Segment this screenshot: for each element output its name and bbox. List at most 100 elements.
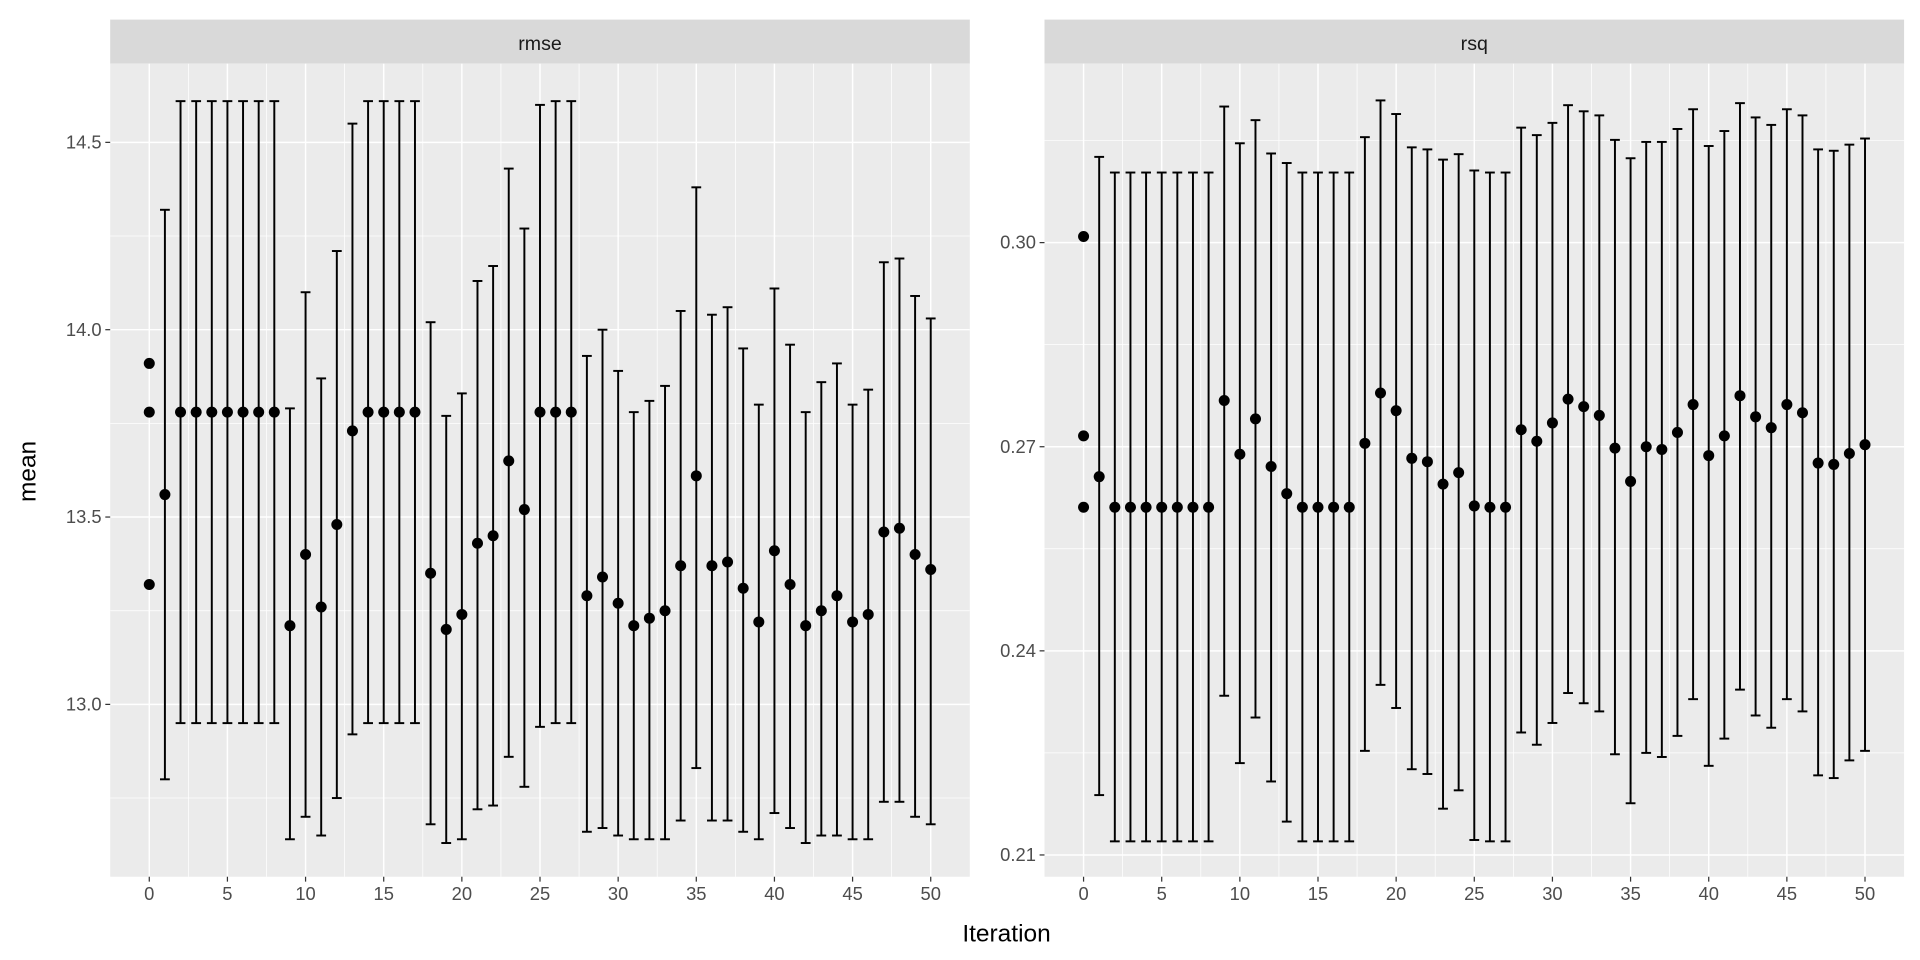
facet-title: rmse xyxy=(518,33,562,55)
data-point xyxy=(1234,448,1246,460)
data-point xyxy=(206,406,218,418)
x-tick-label: 20 xyxy=(452,883,472,904)
x-tick-label: 50 xyxy=(1855,883,1875,904)
data-point xyxy=(425,567,437,579)
data-point xyxy=(643,612,655,624)
x-tick-label: 10 xyxy=(295,883,315,904)
data-point xyxy=(393,406,405,418)
data-point xyxy=(1765,422,1777,434)
data-point xyxy=(1578,401,1590,413)
data-point xyxy=(1859,439,1871,451)
data-point xyxy=(1406,452,1418,464)
x-tick-label: 15 xyxy=(1308,883,1328,904)
facet-strip xyxy=(1044,19,1905,64)
data-point xyxy=(1203,501,1215,513)
data-point xyxy=(1609,442,1621,454)
data-point xyxy=(1078,430,1090,442)
data-point xyxy=(878,526,890,538)
x-tick-label: 0 xyxy=(144,883,154,904)
data-point xyxy=(1625,475,1637,487)
panel-rsq: rsq 0.21 0.24 0.27 0.30 0 5 10 15 20 25 30 35 40 45 50 xyxy=(1000,19,1905,904)
data-point xyxy=(175,406,187,418)
data-point xyxy=(1359,437,1371,449)
data-point xyxy=(1078,230,1090,243)
data-point xyxy=(550,406,562,418)
data-point xyxy=(1703,450,1715,462)
data-point xyxy=(1500,501,1512,513)
y-tick-label: 0.24 xyxy=(1000,640,1036,661)
data-point xyxy=(1249,413,1261,425)
data-point xyxy=(1312,501,1324,513)
data-point xyxy=(331,519,343,531)
data-point xyxy=(1218,394,1230,406)
data-point xyxy=(1484,501,1496,513)
data-point xyxy=(1796,407,1809,419)
data-point xyxy=(1421,456,1433,468)
data-point xyxy=(1640,441,1652,453)
data-point xyxy=(737,582,749,594)
x-tick-label: 5 xyxy=(1157,883,1167,904)
data-point xyxy=(628,620,640,632)
data-point xyxy=(143,406,155,418)
data-point xyxy=(284,620,296,632)
data-point xyxy=(346,425,358,437)
data-point xyxy=(440,623,452,635)
data-point xyxy=(253,406,265,418)
x-tick-label: 50 xyxy=(921,883,941,904)
data-point xyxy=(612,597,624,609)
data-point xyxy=(893,522,905,534)
y-tick-label: 13.0 xyxy=(66,694,102,715)
data-point xyxy=(143,357,155,369)
data-point xyxy=(456,608,468,620)
data-point xyxy=(925,563,937,576)
data-point xyxy=(503,455,515,467)
data-point xyxy=(1812,457,1824,469)
data-point xyxy=(597,571,609,583)
y-tick-label: 0.27 xyxy=(1000,436,1036,457)
data-point xyxy=(847,616,859,628)
data-point xyxy=(1843,448,1855,460)
data-point xyxy=(722,556,734,568)
panel-rmse: rmse 13.0 13.5 14.0 14.5 0 5 10 15 20 25 30 35 40 45 50 xyxy=(66,19,970,904)
x-tick-label: 0 xyxy=(1078,883,1088,904)
data-point xyxy=(1375,387,1387,399)
data-point xyxy=(1078,501,1090,513)
data-point xyxy=(300,548,312,561)
x-tick-label: 5 xyxy=(222,883,232,904)
data-point xyxy=(378,406,390,418)
data-point xyxy=(143,578,155,590)
data-point xyxy=(909,548,921,561)
data-point xyxy=(159,489,171,501)
data-point xyxy=(1671,426,1683,438)
data-point xyxy=(1171,501,1183,513)
x-tick-label: 30 xyxy=(608,883,628,904)
data-point xyxy=(1750,411,1762,423)
data-point xyxy=(1281,488,1293,500)
x-axis-label: Iteration xyxy=(962,921,1050,948)
x-tick-label: 20 xyxy=(1386,883,1406,904)
data-point xyxy=(1828,458,1840,470)
x-tick-label: 35 xyxy=(686,883,706,904)
data-point xyxy=(221,406,233,418)
x-tick-label: 30 xyxy=(1542,883,1562,904)
data-point xyxy=(1734,390,1746,402)
data-point xyxy=(675,560,687,572)
data-point xyxy=(659,605,671,617)
data-point xyxy=(268,406,280,418)
data-point xyxy=(800,620,812,632)
data-point xyxy=(1187,501,1199,513)
x-tick-label: 25 xyxy=(530,883,550,904)
data-point xyxy=(1265,460,1277,472)
data-point xyxy=(1453,467,1465,479)
y-tick-label: 14.0 xyxy=(66,319,102,340)
data-point xyxy=(1515,424,1527,436)
data-point xyxy=(831,590,843,602)
data-point xyxy=(1437,478,1449,490)
x-tick-label: 40 xyxy=(764,883,784,904)
data-point xyxy=(784,578,796,590)
data-point xyxy=(1296,501,1308,513)
data-point xyxy=(1546,417,1558,429)
data-point xyxy=(1140,501,1152,513)
x-tick-label: 15 xyxy=(373,883,393,904)
